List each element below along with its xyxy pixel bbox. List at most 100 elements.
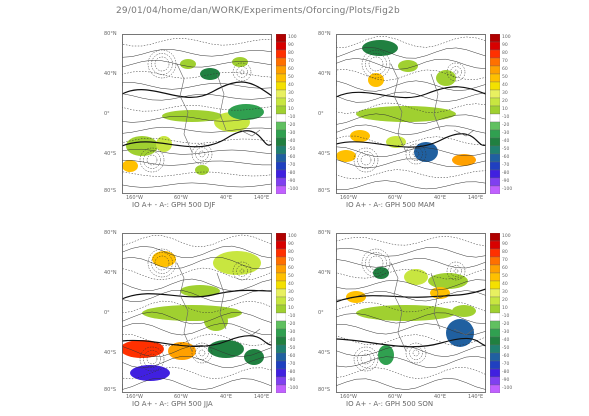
colorbar-swatch [490, 73, 500, 83]
shaded-region [356, 106, 456, 122]
colorbar-label: 70 [502, 59, 508, 64]
colorbar-swatch [276, 129, 286, 139]
contour-line [122, 234, 272, 248]
colorbar-label: 100 [288, 234, 297, 239]
colorbar-label: 70 [288, 59, 294, 64]
contour-ring [453, 268, 459, 274]
x-tick-label: 160°W [126, 394, 143, 400]
shaded-region [180, 285, 220, 297]
colorbar-swatch [490, 153, 500, 163]
contour-ring [147, 248, 177, 278]
contour-line [122, 366, 272, 380]
colorbar-label: 10 [288, 107, 294, 112]
y-tick-label: 40°S [104, 350, 117, 356]
contour-line [122, 257, 272, 270]
panel-mam: 80°N 40°N 0° 40°S 80°S 160°W 60°W 40°E 140°E IO A… [312, 14, 552, 212]
colorbar-swatch [276, 272, 286, 282]
contour-ring [368, 56, 384, 72]
colorbar-swatch [276, 185, 286, 194]
colorbar-label: -50 [288, 346, 296, 351]
colorbar-swatch [276, 328, 286, 338]
colorbar-swatch [490, 264, 500, 274]
contour-ring [409, 147, 423, 161]
colorbar-swatch [490, 97, 500, 107]
x-tick-label: 40°E [220, 195, 233, 201]
contour-ring [239, 69, 245, 75]
contour-line [122, 38, 272, 47]
shaded-region [162, 110, 222, 122]
colorbar-label: -60 [288, 354, 296, 359]
contour-line [336, 113, 486, 125]
colorbar-label: -80 [502, 171, 510, 176]
shaded-region [126, 136, 158, 156]
zero-contour [122, 289, 272, 300]
contour-ring [198, 349, 206, 357]
contour-line [336, 69, 486, 81]
shaded-region [195, 165, 209, 175]
colorbar [276, 233, 286, 393]
zero-contour [336, 337, 486, 348]
contour-line [122, 126, 272, 134]
contour-ring [365, 53, 387, 75]
contour-line [122, 345, 272, 358]
contour-ring [236, 66, 248, 78]
contour-line [336, 312, 486, 324]
colorbar-label: 80 [288, 250, 294, 255]
colorbar-swatch [490, 185, 500, 194]
shaded-region [213, 251, 261, 275]
colorbar-label: -20 [288, 322, 296, 327]
contour-line [122, 148, 272, 155]
colorbar-swatch [276, 41, 286, 51]
colorbar-label: 90 [288, 242, 294, 247]
panel-son: 80°N 40°N 0° 40°S 80°S 160°W 60°W 40°E 140°E IO A… [312, 213, 552, 411]
colorbar-label: 80 [288, 51, 294, 56]
shaded-region [208, 340, 244, 358]
y-tick-label: 0° [104, 111, 110, 117]
contour-line [336, 247, 486, 258]
shaded-region [452, 305, 476, 317]
colorbar-swatch [490, 304, 500, 314]
contour-ring [151, 252, 173, 274]
colorbar-label: -80 [288, 171, 296, 176]
colorbar-label: 80 [502, 250, 508, 255]
colorbar-swatch [276, 89, 286, 99]
colorbar-swatch [276, 368, 286, 378]
colorbar-swatch [276, 376, 286, 386]
contour-line [122, 267, 272, 281]
shaded-region [200, 68, 220, 80]
zero-contour [122, 81, 272, 98]
colorbar-label: -60 [288, 155, 296, 160]
colorbar-swatch [276, 256, 286, 266]
colorbar-label: 40 [502, 282, 508, 287]
colorbar-swatch [490, 145, 500, 155]
colorbar-swatch [490, 49, 500, 59]
x-tick-label: 160°W [340, 195, 357, 201]
x-tick-label: 160°W [126, 195, 143, 201]
y-tick-label: 40°N [104, 71, 117, 77]
contour-line [122, 49, 272, 58]
colorbar-label: -30 [288, 131, 296, 136]
contour-line [122, 333, 272, 347]
y-tick-label: 40°N [318, 270, 331, 276]
contour-ring [146, 353, 158, 365]
colorbar-label: -20 [502, 322, 510, 327]
colorbar-label: 100 [502, 234, 511, 239]
colorbar-swatch [490, 360, 500, 370]
contour-ring [361, 248, 391, 278]
contour-ring [365, 252, 387, 274]
x-tick-label: 40°E [220, 394, 233, 400]
colorbar-label: 20 [502, 99, 508, 104]
colorbar-label: -30 [288, 330, 296, 335]
colorbar-swatch [276, 145, 286, 155]
colorbar-swatch [276, 312, 286, 322]
colorbar-swatch [276, 81, 286, 91]
colorbar-swatch [276, 304, 286, 314]
colorbar-swatch [276, 344, 286, 354]
colorbar-swatch [276, 320, 286, 330]
colorbar-label: -70 [288, 163, 296, 168]
contour-ring [361, 49, 391, 79]
colorbar-label: 40 [288, 83, 294, 88]
x-tick-label: 140°E [468, 195, 484, 201]
colorbar-swatch [276, 65, 286, 75]
panel-title: IO A+ - A-: GPH 500 MAM [346, 201, 435, 209]
